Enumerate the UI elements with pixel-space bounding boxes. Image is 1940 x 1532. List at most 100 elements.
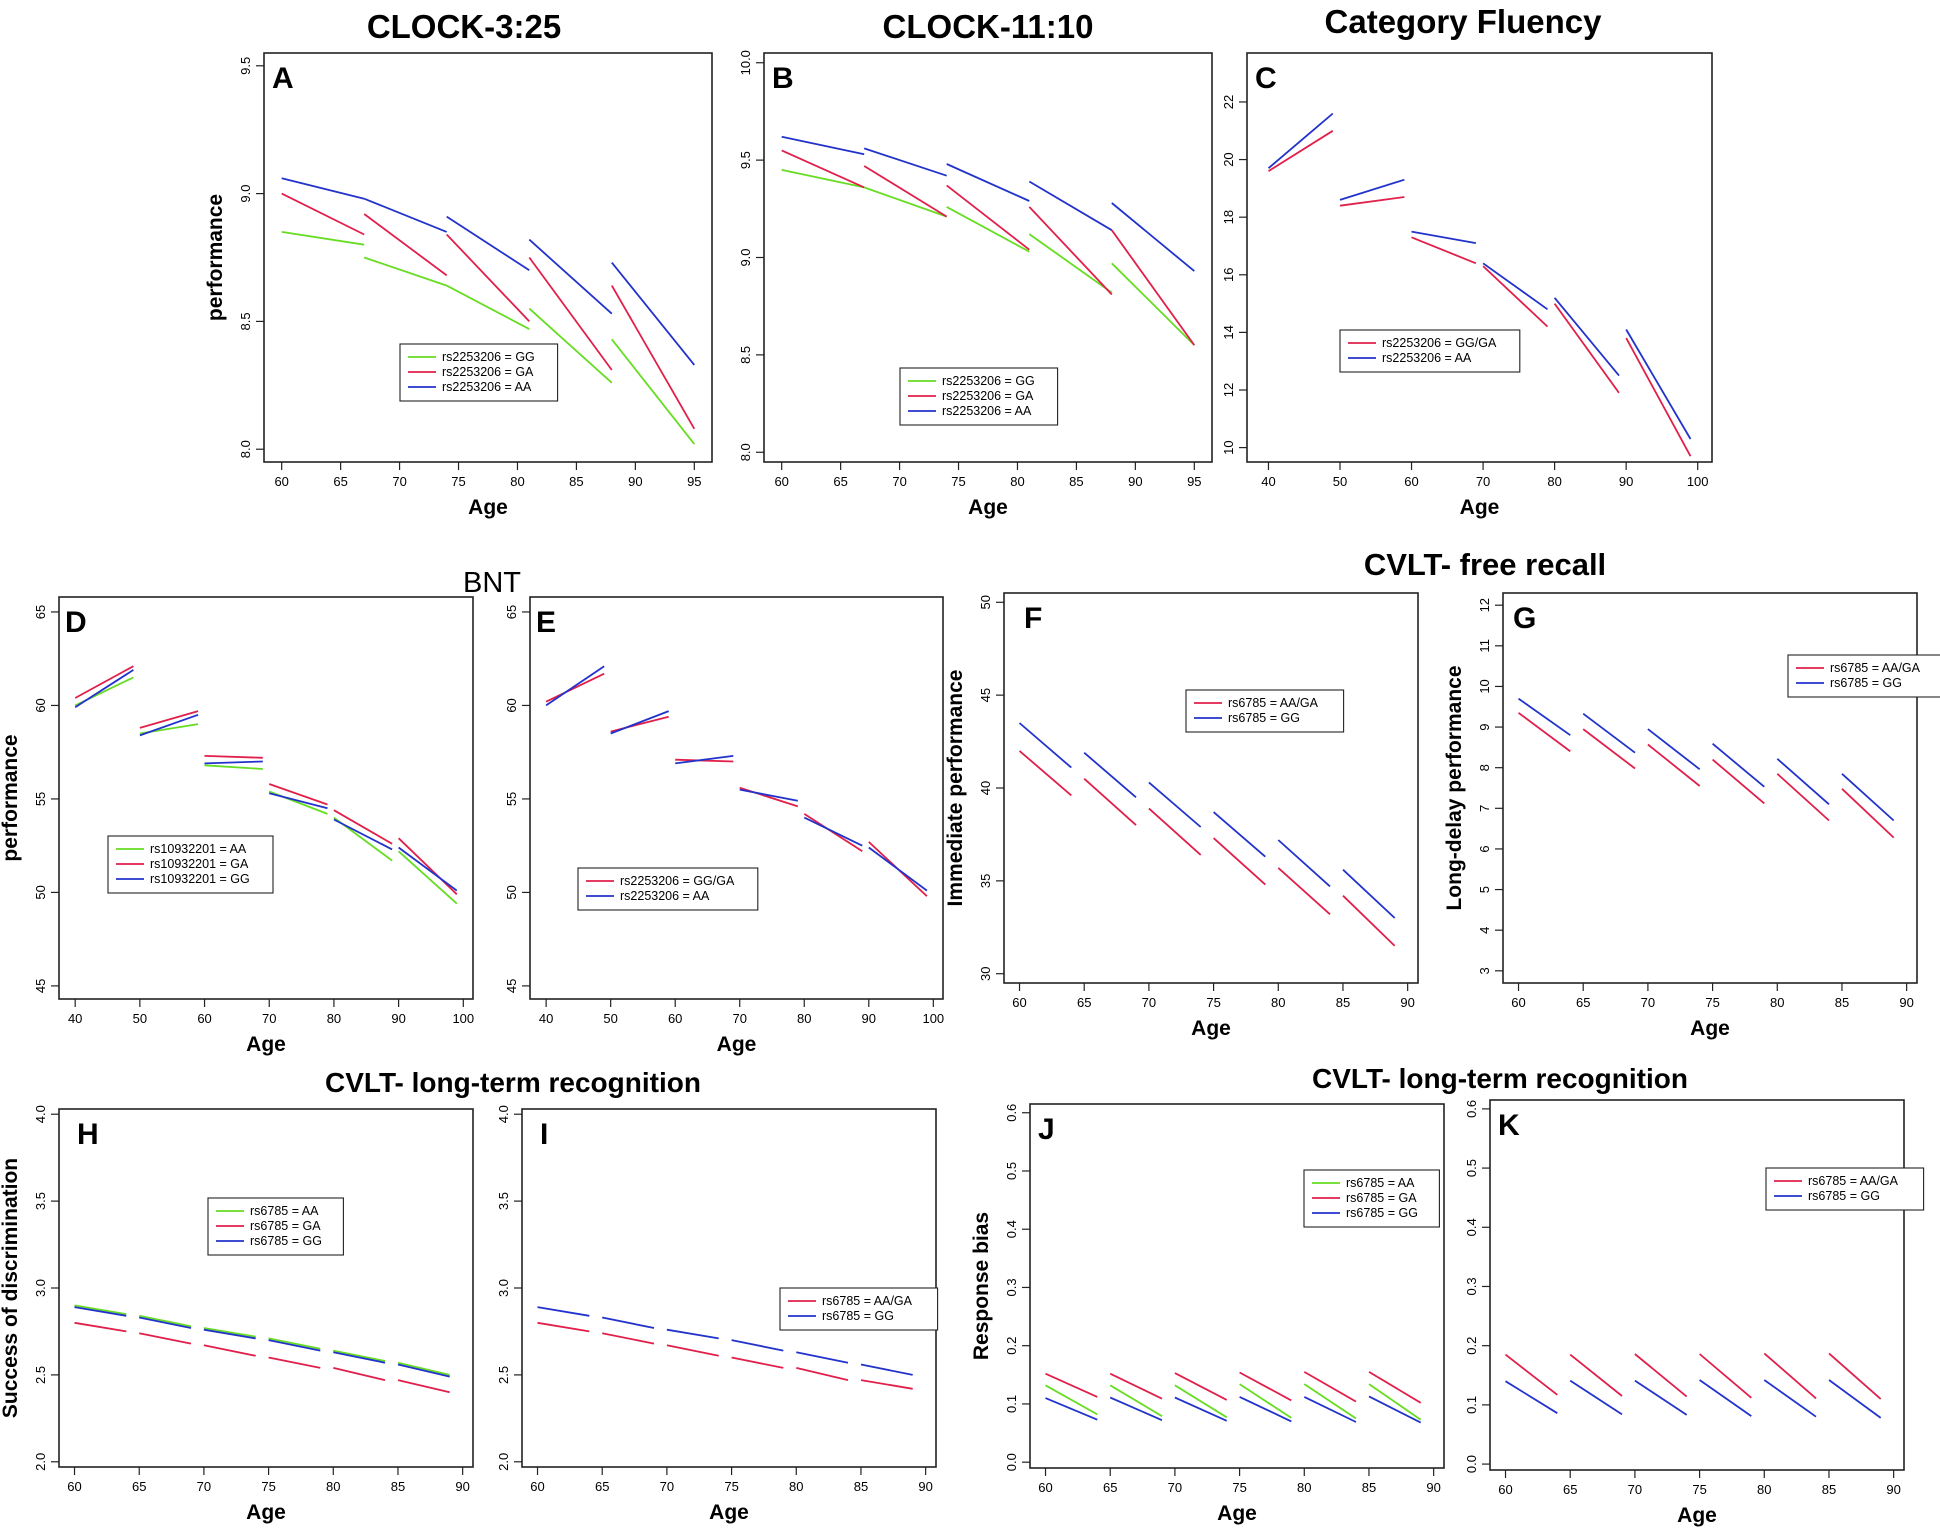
panel-f: F 60 65 70 75 80 85 90 30 35 40 45 50 Age Immediate pe… <box>944 592 1419 1040</box>
series-segment <box>333 1351 386 1364</box>
plot-frame <box>58 1108 474 1468</box>
y-tick-label: 14 <box>1221 325 1236 339</box>
x-axis-label: Age <box>468 496 508 519</box>
y-tick-label: 10 <box>1221 440 1236 454</box>
series-segment <box>666 1344 719 1357</box>
series-segment <box>602 1332 655 1345</box>
series-segment <box>1174 1396 1228 1422</box>
legend-entry: rs2253206 = GG/GA <box>620 874 735 888</box>
y-tick-label: 55 <box>33 792 48 806</box>
series-green <box>1045 1383 1422 1421</box>
y-axis-label: Immediate performance <box>944 670 967 907</box>
panel-letter: C <box>1255 62 1277 95</box>
series-segment <box>203 1328 256 1340</box>
series-red <box>781 149 1196 346</box>
series-red <box>1504 1352 1882 1400</box>
x-tick-label: 70 <box>1476 474 1490 489</box>
series-segment <box>1148 781 1202 828</box>
panel-a: A 60 65 70 75 80 85 90 95 8.0 8.5 9.0 9.5 Age performa… <box>204 52 713 519</box>
x-tick-label: 70 <box>1142 995 1156 1010</box>
y-tick-label: 0.0 <box>1004 1453 1019 1471</box>
series-segment <box>1303 1371 1357 1403</box>
x-tick-label: 90 <box>391 1011 405 1026</box>
series-segment <box>666 1328 719 1340</box>
x-tick-label: 40 <box>539 1011 553 1026</box>
x-axis-label: Age <box>1191 1017 1231 1040</box>
y-tick-label: 4.0 <box>496 1105 511 1123</box>
y-tick-label: 2.5 <box>496 1366 511 1384</box>
series-segment <box>1699 1379 1752 1417</box>
y-tick-label: 0.3 <box>1004 1278 1019 1296</box>
panel-letter: D <box>65 606 87 639</box>
series-blue <box>281 177 696 366</box>
y-tick-label: 20 <box>1221 152 1236 166</box>
x-tick-label: 70 <box>892 474 906 489</box>
series-segment <box>1239 1383 1292 1419</box>
panel-c: C 40 50 60 70 80 90 100 10 12 14 16 18 20 22 Age rs22532… <box>1221 52 1713 519</box>
series-segment <box>446 284 530 330</box>
x-axis-label: Age <box>246 1501 286 1524</box>
series-segment <box>1647 743 1701 787</box>
x-tick-label: 95 <box>687 474 701 489</box>
series-segment <box>781 135 865 156</box>
x-tick-label: 70 <box>197 1479 211 1494</box>
y-tick-label: 0.5 <box>1464 1159 1479 1177</box>
panel-letter: F <box>1024 602 1042 635</box>
x-tick-label: 90 <box>862 1011 876 1026</box>
series-segment <box>1368 1383 1422 1421</box>
x-tick-label: 75 <box>1705 995 1719 1010</box>
y-tick-label: 60 <box>504 698 519 712</box>
y-tick-label: 2.5 <box>33 1366 48 1384</box>
x-axis-label: Age <box>1217 1502 1257 1525</box>
series-segment <box>611 262 696 366</box>
panel-letter: K <box>1498 1109 1520 1142</box>
series-blue <box>74 669 458 892</box>
series-segment <box>139 710 199 729</box>
series-segment <box>268 1356 321 1369</box>
series-segment <box>281 192 365 236</box>
y-tick-label: 3.5 <box>496 1192 511 1210</box>
series-segment <box>268 792 328 810</box>
legend-entry: rs6785 = GG <box>250 1234 322 1248</box>
series-segment <box>1045 1397 1098 1421</box>
x-tick-label: 60 <box>197 1011 211 1026</box>
x-tick-label: 85 <box>391 1479 405 1494</box>
x-tick-label: 80 <box>1271 995 1285 1010</box>
series-segment <box>1517 712 1571 753</box>
series-segment <box>1148 807 1202 856</box>
series-segment <box>74 1321 127 1333</box>
series-segment <box>74 669 134 709</box>
y-tick-label: 4.0 <box>33 1105 48 1123</box>
series-segment <box>268 783 328 806</box>
series-segment <box>281 231 365 246</box>
y-tick-label: 50 <box>504 885 519 899</box>
section-title-cvlt-recognition-right: CVLT- long-term recognition <box>1312 1063 1688 1094</box>
x-axis-label: Age <box>246 1033 286 1056</box>
x-tick-label: 75 <box>724 1479 738 1494</box>
panel-letter: I <box>540 1118 548 1151</box>
series-segment <box>397 1363 450 1378</box>
y-tick-label: 9.5 <box>238 57 253 75</box>
legend-entry: rs10932201 = AA <box>150 842 247 856</box>
panel-h: H 60 65 70 75 80 85 90 2.0 2.5 3.0 3.5 4.0 Age Success… <box>0 1105 474 1524</box>
y-tick-label: 40 <box>978 781 993 795</box>
series-segment <box>731 1356 784 1369</box>
series-segment <box>1411 230 1477 244</box>
series-segment <box>203 1344 256 1357</box>
series-red <box>74 665 458 895</box>
series-segment <box>74 1306 127 1317</box>
x-tick-label: 80 <box>1010 474 1024 489</box>
x-tick-label: 65 <box>1563 1482 1577 1497</box>
legend-entry: rs6785 = AA/GA <box>822 1294 913 1308</box>
legend-box <box>1765 1167 1925 1211</box>
y-tick-label: 0.3 <box>1464 1277 1479 1295</box>
y-axis-label: performance <box>204 194 227 321</box>
x-tick-label: 80 <box>1547 474 1561 489</box>
series-segment <box>1368 1371 1422 1404</box>
y-tick-label: 5 <box>1477 886 1492 893</box>
panel-g: G 60 65 70 75 80 85 90 3 4 5 6 7 8 9 10 11 12 Age Long-dela… <box>1443 592 1940 1040</box>
y-tick-label: 45 <box>33 979 48 993</box>
x-tick-label: 70 <box>262 1011 276 1026</box>
